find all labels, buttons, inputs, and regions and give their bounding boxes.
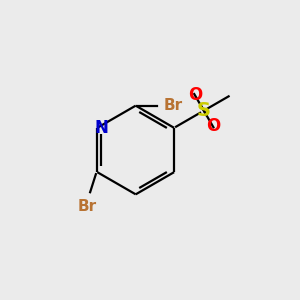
Text: N: N [94,119,108,137]
Text: Br: Br [164,98,183,113]
Text: Br: Br [78,200,97,214]
Text: O: O [206,117,220,135]
Text: S: S [197,101,211,120]
Text: O: O [188,86,202,104]
